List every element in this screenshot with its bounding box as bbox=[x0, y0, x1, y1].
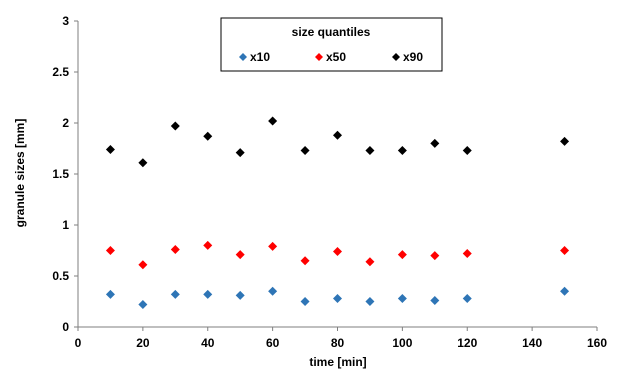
legend: size quantiles x10 x50 x90 bbox=[220, 17, 443, 72]
point-x90 bbox=[365, 146, 375, 156]
x-tick-label: 60 bbox=[266, 336, 280, 350]
legend-title: size quantiles bbox=[292, 25, 371, 39]
y-tick-label: 2 bbox=[62, 116, 69, 130]
legend-label-x50: x50 bbox=[326, 50, 346, 64]
legend-label-x90: x90 bbox=[403, 50, 423, 64]
legend-box bbox=[220, 17, 443, 72]
legend-marker-x50 bbox=[315, 53, 323, 61]
point-x90 bbox=[235, 148, 245, 158]
y-axis-label: granule sizes [mm] bbox=[13, 119, 27, 228]
point-x10 bbox=[235, 290, 245, 300]
legend-marker-x90 bbox=[392, 53, 400, 61]
point-x50 bbox=[300, 256, 310, 266]
y-tick-label: 1 bbox=[62, 218, 69, 232]
x-tick-label: 0 bbox=[75, 336, 82, 350]
point-x50 bbox=[333, 247, 342, 257]
legend-label-x10: x10 bbox=[250, 50, 270, 64]
point-x50 bbox=[430, 251, 440, 261]
point-x90 bbox=[105, 145, 115, 155]
data-points bbox=[105, 116, 570, 310]
point-x90 bbox=[170, 121, 180, 131]
point-x10 bbox=[203, 289, 213, 299]
y-tick-label: 1.5 bbox=[52, 167, 69, 181]
point-x10 bbox=[105, 289, 115, 299]
point-x50 bbox=[560, 246, 570, 255]
point-x10 bbox=[397, 293, 407, 303]
point-x10 bbox=[138, 300, 148, 310]
point-x90 bbox=[430, 138, 440, 148]
x-axis-label: time [min] bbox=[309, 355, 366, 369]
x-tick-label: 40 bbox=[201, 336, 215, 350]
point-x50 bbox=[365, 257, 375, 267]
x-tick-label: 20 bbox=[136, 336, 150, 350]
point-x10 bbox=[560, 286, 570, 296]
y-tick-label: 0.5 bbox=[52, 269, 69, 283]
point-x10 bbox=[365, 297, 375, 306]
point-x50 bbox=[235, 250, 245, 260]
point-x10 bbox=[430, 295, 440, 305]
point-x90 bbox=[203, 131, 213, 141]
point-x50 bbox=[203, 240, 213, 250]
y-tick-label: 0 bbox=[62, 320, 69, 334]
point-x50 bbox=[170, 244, 180, 254]
point-x90 bbox=[138, 158, 148, 168]
x-tick-label: 160 bbox=[587, 336, 607, 350]
point-x10 bbox=[300, 297, 310, 306]
x-tick-label: 100 bbox=[392, 336, 412, 350]
point-x10 bbox=[462, 293, 472, 303]
y-tick-label: 2.5 bbox=[52, 65, 69, 79]
x-tick-label: 80 bbox=[331, 336, 345, 350]
y-tick-label: 3 bbox=[62, 14, 69, 28]
point-x10 bbox=[170, 289, 180, 299]
x-tick-label: 140 bbox=[522, 336, 542, 350]
point-x50 bbox=[397, 250, 407, 260]
x-tick-label: 120 bbox=[457, 336, 477, 350]
point-x90 bbox=[560, 136, 570, 146]
point-x10 bbox=[333, 293, 342, 303]
point-x90 bbox=[300, 146, 310, 156]
point-x90 bbox=[268, 116, 278, 126]
point-x10 bbox=[268, 286, 278, 296]
point-x90 bbox=[397, 146, 407, 156]
legend-marker-x10 bbox=[239, 53, 247, 61]
point-x50 bbox=[462, 249, 472, 259]
point-x90 bbox=[333, 130, 342, 140]
point-x50 bbox=[268, 241, 278, 251]
point-x90 bbox=[462, 146, 472, 156]
point-x50 bbox=[138, 260, 148, 270]
point-x50 bbox=[105, 246, 115, 255]
axes: 0 20 40 60 80 100 120 140 160 0 0.5 1 1.5 2 2.5 3 bbox=[52, 14, 607, 350]
